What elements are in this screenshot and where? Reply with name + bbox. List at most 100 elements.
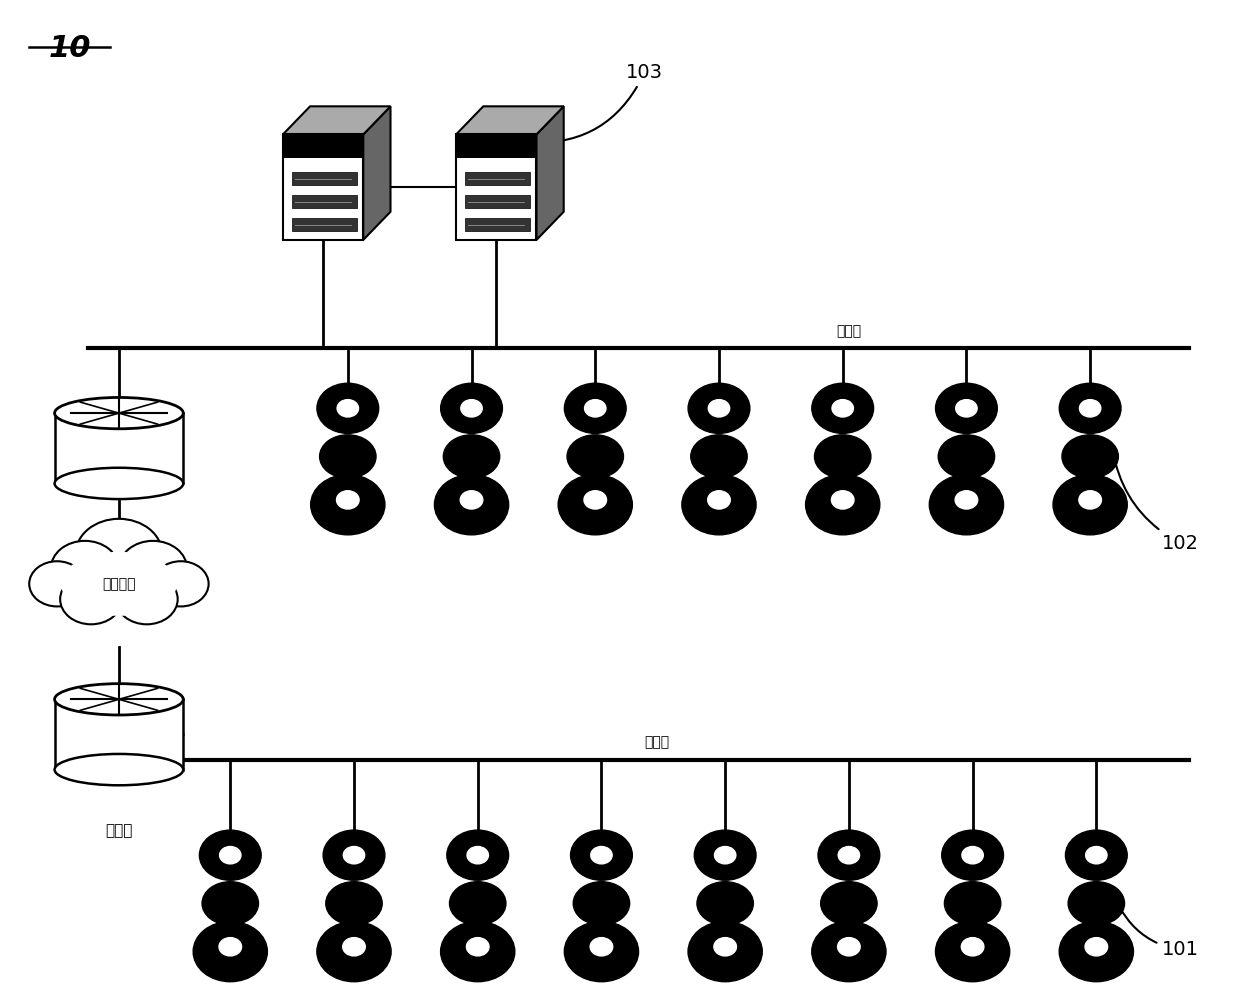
Text: 路由器: 路由器: [105, 537, 133, 552]
Circle shape: [440, 384, 502, 433]
Polygon shape: [291, 195, 357, 208]
Polygon shape: [465, 172, 531, 185]
Ellipse shape: [42, 537, 196, 630]
Ellipse shape: [567, 435, 624, 478]
Ellipse shape: [831, 490, 854, 510]
Circle shape: [61, 574, 122, 624]
Circle shape: [1059, 384, 1121, 433]
Circle shape: [337, 400, 358, 417]
Ellipse shape: [55, 684, 184, 715]
Circle shape: [935, 384, 997, 433]
Circle shape: [51, 541, 119, 596]
Ellipse shape: [342, 938, 366, 956]
Ellipse shape: [61, 552, 177, 616]
Ellipse shape: [584, 490, 606, 510]
Circle shape: [119, 541, 187, 596]
Ellipse shape: [935, 921, 1009, 982]
Ellipse shape: [821, 882, 877, 925]
Ellipse shape: [193, 921, 268, 982]
Circle shape: [200, 830, 262, 880]
Circle shape: [324, 830, 384, 880]
Circle shape: [1080, 400, 1101, 417]
Circle shape: [818, 830, 879, 880]
Circle shape: [88, 559, 150, 609]
Circle shape: [467, 847, 489, 864]
Text: 102: 102: [1112, 451, 1199, 553]
Text: 10: 10: [48, 33, 91, 62]
Ellipse shape: [812, 921, 887, 982]
Circle shape: [812, 384, 874, 433]
Ellipse shape: [815, 435, 870, 478]
Ellipse shape: [682, 474, 756, 535]
Ellipse shape: [320, 435, 376, 478]
Polygon shape: [55, 413, 184, 483]
Ellipse shape: [945, 882, 1001, 925]
Ellipse shape: [697, 882, 754, 925]
Ellipse shape: [691, 435, 748, 478]
Ellipse shape: [434, 474, 508, 535]
Ellipse shape: [326, 882, 382, 925]
Polygon shape: [283, 135, 363, 158]
Circle shape: [714, 847, 735, 864]
Ellipse shape: [961, 938, 983, 956]
Ellipse shape: [1079, 490, 1101, 510]
Ellipse shape: [460, 490, 482, 510]
Ellipse shape: [317, 921, 391, 982]
Circle shape: [446, 830, 508, 880]
Ellipse shape: [311, 474, 384, 535]
Ellipse shape: [939, 435, 994, 478]
Ellipse shape: [558, 474, 632, 535]
Ellipse shape: [714, 938, 737, 956]
Circle shape: [941, 830, 1003, 880]
Text: 局域网: 局域网: [836, 324, 862, 337]
Polygon shape: [283, 107, 391, 135]
Ellipse shape: [55, 398, 184, 429]
Circle shape: [115, 574, 177, 624]
Circle shape: [219, 847, 241, 864]
Polygon shape: [465, 195, 531, 208]
Polygon shape: [456, 107, 564, 135]
Ellipse shape: [219, 938, 242, 956]
Polygon shape: [291, 219, 357, 232]
Polygon shape: [55, 699, 184, 769]
Circle shape: [30, 561, 84, 606]
Polygon shape: [456, 135, 537, 158]
Ellipse shape: [806, 474, 880, 535]
Circle shape: [1065, 830, 1127, 880]
Ellipse shape: [450, 882, 506, 925]
Text: 路由器: 路由器: [105, 823, 133, 838]
Circle shape: [688, 384, 750, 433]
Ellipse shape: [55, 467, 184, 499]
Circle shape: [590, 847, 613, 864]
Ellipse shape: [929, 474, 1003, 535]
Polygon shape: [283, 135, 363, 240]
Circle shape: [461, 400, 482, 417]
Ellipse shape: [688, 921, 763, 982]
Circle shape: [832, 400, 853, 417]
Ellipse shape: [837, 938, 861, 956]
Polygon shape: [456, 135, 537, 240]
Circle shape: [472, 140, 490, 154]
Ellipse shape: [55, 754, 184, 785]
Ellipse shape: [590, 938, 613, 956]
Text: 101: 101: [1120, 907, 1199, 960]
Ellipse shape: [444, 435, 500, 478]
Circle shape: [570, 830, 632, 880]
Circle shape: [956, 400, 977, 417]
Circle shape: [1086, 847, 1107, 864]
Polygon shape: [537, 107, 564, 240]
Circle shape: [153, 561, 208, 606]
Circle shape: [708, 400, 729, 417]
Circle shape: [343, 847, 365, 864]
Ellipse shape: [573, 882, 630, 925]
Text: 局域网: 局域网: [645, 735, 670, 749]
Circle shape: [299, 140, 316, 154]
Ellipse shape: [1061, 435, 1118, 478]
Circle shape: [317, 384, 378, 433]
Circle shape: [962, 847, 983, 864]
Text: 103: 103: [526, 62, 663, 143]
Circle shape: [584, 400, 606, 417]
Ellipse shape: [336, 490, 360, 510]
Ellipse shape: [1068, 882, 1125, 925]
Polygon shape: [291, 172, 357, 185]
